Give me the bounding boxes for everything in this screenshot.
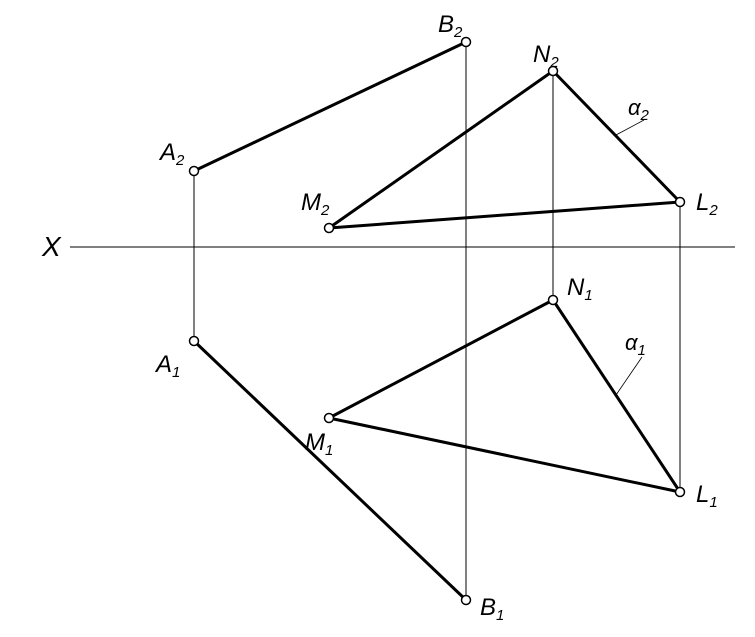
point-M1: [325, 414, 334, 423]
point-L2: [676, 198, 685, 207]
x-axis-label: X: [41, 231, 62, 262]
projection-diagram: Xα2α1A2B2M2N2L2A1B1M1N1L1: [0, 0, 755, 637]
point-A1: [190, 337, 199, 346]
point-B2: [462, 38, 471, 47]
point-A2: [190, 167, 199, 176]
point-N1: [549, 296, 558, 305]
point-M2: [325, 224, 334, 233]
point-L1: [676, 488, 685, 497]
point-B1: [462, 596, 471, 605]
